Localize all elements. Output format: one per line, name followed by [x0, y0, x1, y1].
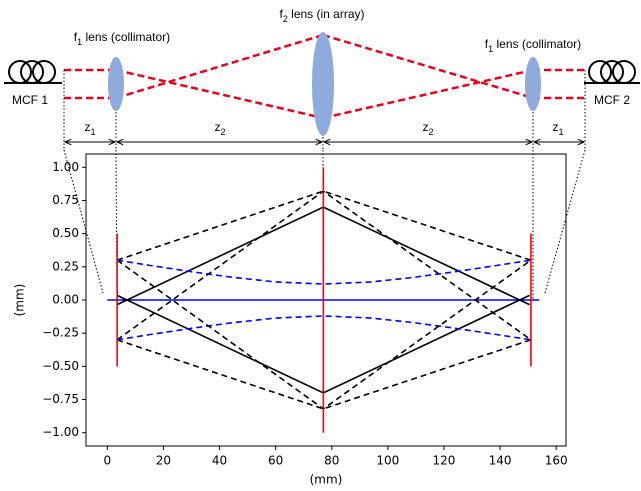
label-sub: 1 [90, 127, 95, 137]
lens-f1-left [108, 57, 124, 111]
y-tick-label: 0.50 [52, 226, 79, 240]
y-tick-label: −0.25 [42, 326, 79, 340]
distance-label: z1 [552, 120, 563, 137]
y-tick-label: 0.75 [52, 193, 79, 207]
y-tick-label: 0.00 [52, 293, 79, 307]
label-main: z [552, 120, 558, 134]
label-main: z [84, 120, 90, 134]
y-tick-label: −1.00 [42, 425, 79, 439]
distance-label: z1 [84, 120, 95, 137]
fiber-coil-left [4, 60, 62, 84]
series-line [116, 190, 532, 261]
lens-f2 [312, 32, 334, 136]
x-tick-label: 140 [489, 454, 512, 468]
lens-label: f2 lens (in array) [279, 7, 364, 24]
distance-label: z2 [422, 120, 433, 137]
label-sub: 1 [488, 44, 493, 54]
y-axis-label: (mm) [13, 284, 27, 317]
label-main: z [422, 120, 428, 134]
x-tick-label: 80 [324, 454, 339, 468]
label-main: f [485, 37, 489, 51]
schematic [4, 32, 640, 301]
plot: 0 20 40 60 80 100 120 140 160 1.00 0.75 0.50 0.25 0.0… [42, 160, 567, 468]
label-sub: 2 [428, 127, 433, 137]
series-line [116, 339, 532, 410]
y-tick-label: 0.25 [52, 259, 79, 273]
label-sub: 1 [77, 37, 82, 47]
label-main: f [279, 7, 283, 21]
label-sub: 2 [220, 127, 225, 137]
y-tick-label: −0.75 [42, 392, 79, 406]
lens-f1-right [525, 57, 541, 111]
schematic-labels: f1 lens (collimator)f2 lens (in array)f1… [12, 7, 630, 137]
label-main: f [74, 30, 78, 44]
y-tick-label: 1.00 [52, 160, 79, 174]
label-main: z [214, 120, 220, 134]
label-sub: 2 [283, 14, 288, 24]
x-tick-label: 40 [212, 454, 227, 468]
x-tick-label: 20 [156, 454, 171, 468]
fiber-label: MCF 2 [594, 93, 630, 107]
beam-paths [64, 33, 585, 120]
lens-label: f1 lens (collimator) [74, 30, 170, 47]
label-rest: lens (collimator) [493, 37, 581, 51]
fiber-coil-right [584, 60, 640, 84]
label-rest: lens (collimator) [82, 30, 170, 44]
x-tick-label: 0 [104, 454, 112, 468]
label-sub: 1 [558, 127, 563, 137]
y-tick-label: −0.50 [42, 359, 79, 373]
x-tick-label: 160 [545, 454, 568, 468]
label-rest: lens (in array) [288, 7, 365, 21]
x-axis-label: (mm) [310, 473, 343, 487]
x-tick-label: 60 [268, 454, 283, 468]
lens-label: f1 lens (collimator) [485, 37, 581, 54]
fiber-label: MCF 1 [12, 93, 48, 107]
series-line [117, 259, 532, 285]
series-line [117, 315, 532, 341]
x-tick-label: 120 [433, 454, 456, 468]
x-tick-label: 100 [376, 454, 399, 468]
distance-label: z2 [214, 120, 225, 137]
